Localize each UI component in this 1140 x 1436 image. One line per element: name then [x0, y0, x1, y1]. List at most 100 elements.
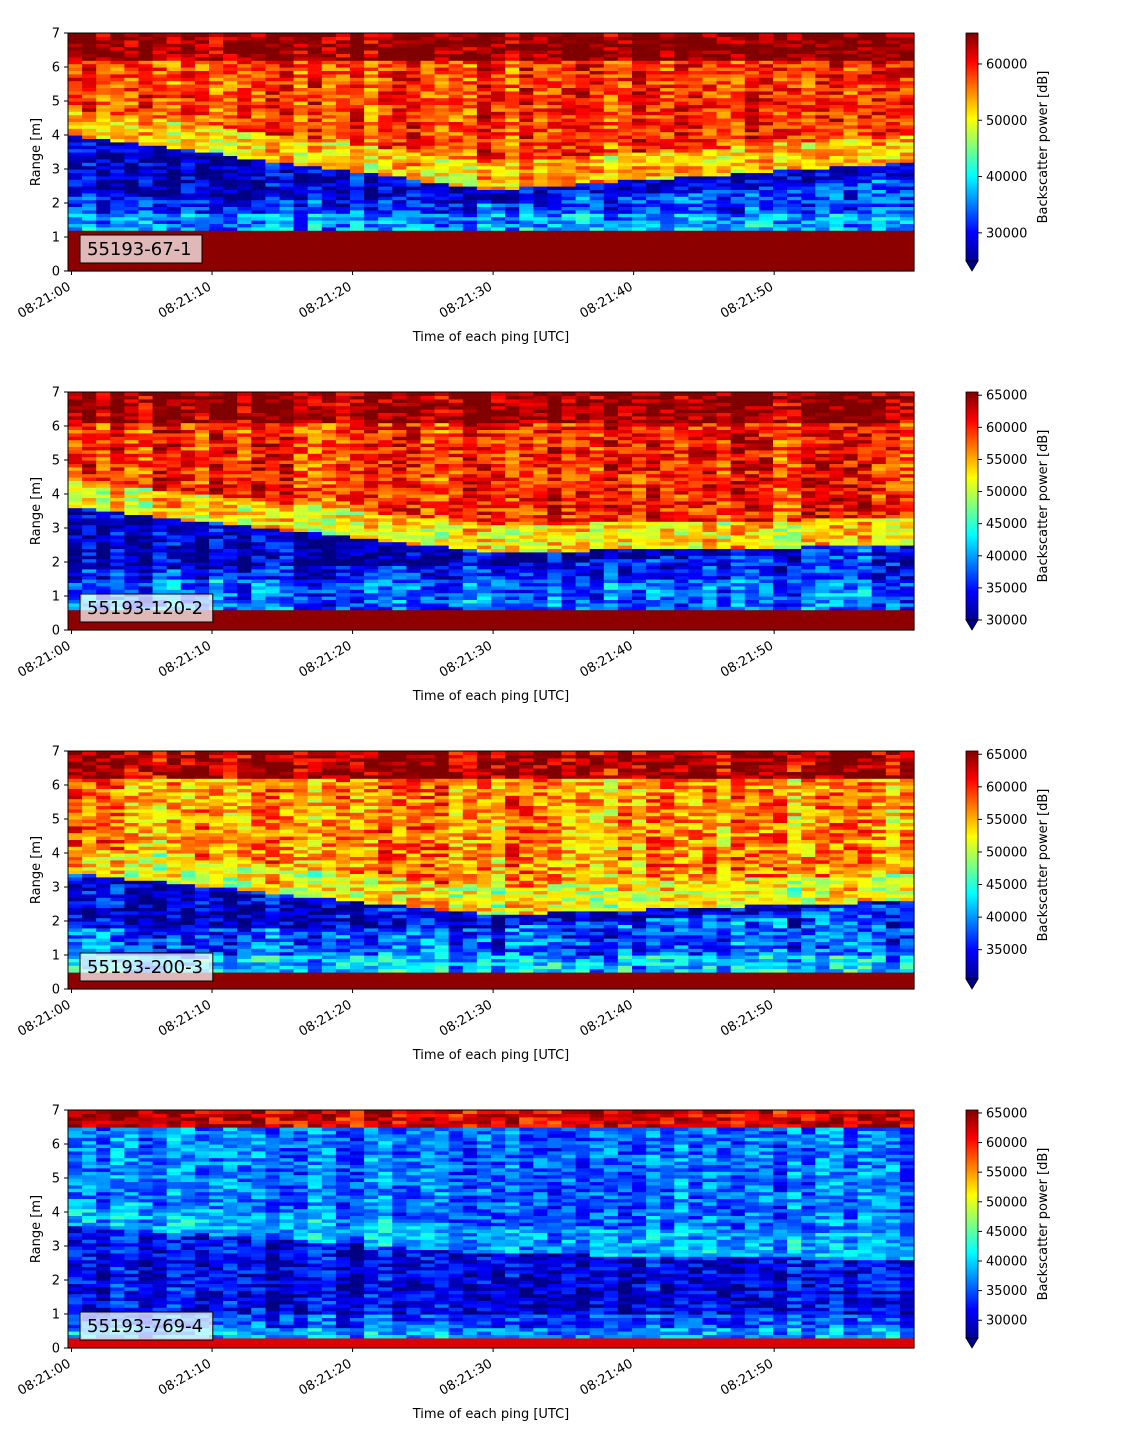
heatmap-cell	[124, 453, 140, 458]
heatmap-cell	[378, 240, 393, 245]
heatmap-cell	[702, 138, 718, 143]
heatmap-cell	[152, 70, 168, 75]
heatmap-cell	[166, 155, 182, 160]
heatmap-cell	[96, 172, 111, 177]
heatmap-cell	[857, 148, 873, 153]
heatmap-cell	[392, 196, 407, 201]
heatmap-cell	[716, 128, 732, 133]
heatmap-cell	[603, 43, 619, 48]
heatmap-cell	[899, 63, 915, 68]
heatmap-cell	[491, 186, 506, 190]
heatmap-cell	[744, 247, 760, 252]
heatmap-cell	[152, 148, 168, 153]
heatmap-cell	[660, 199, 675, 204]
heatmap-cell	[82, 162, 97, 167]
heatmap-cell	[68, 203, 83, 207]
heatmap-cell	[787, 53, 802, 58]
heatmap-cell	[575, 169, 591, 173]
heatmap-cell	[744, 264, 760, 269]
heatmap-cell	[885, 87, 901, 92]
heatmap-cell	[646, 158, 661, 163]
heatmap-cell	[166, 182, 182, 187]
heatmap-cell	[688, 203, 704, 207]
heatmap-cell	[124, 477, 140, 481]
heatmap-cell	[871, 84, 887, 88]
heatmap-cell	[152, 412, 168, 417]
heatmap-cell	[237, 203, 252, 207]
heatmap-cell	[124, 87, 140, 92]
heatmap-cell	[829, 94, 845, 99]
heatmap-cell	[617, 192, 633, 197]
heatmap-cell	[378, 148, 393, 153]
heatmap-cell	[68, 196, 83, 201]
heatmap-cell	[491, 87, 506, 92]
heatmap-cell	[462, 50, 478, 54]
heatmap-cell	[688, 135, 704, 139]
heatmap-cell	[589, 267, 605, 272]
heatmap-cell	[632, 104, 647, 109]
heatmap-cell	[899, 84, 915, 88]
heatmap-cell	[180, 226, 196, 231]
heatmap-cell	[194, 148, 210, 153]
heatmap-cell	[293, 97, 309, 102]
heatmap-cell	[829, 135, 845, 139]
y-tick-label: 5	[52, 95, 60, 110]
heatmap-cell	[885, 155, 901, 160]
heatmap-cell	[209, 507, 224, 512]
heatmap-cell	[448, 36, 464, 41]
heatmap-cell	[688, 101, 704, 105]
heatmap-cell	[68, 480, 83, 485]
heatmap-cell	[138, 97, 154, 102]
heatmap-cell	[744, 70, 760, 75]
heatmap-cell	[716, 84, 732, 88]
heatmap-cell	[180, 398, 196, 403]
heatmap-cell	[96, 405, 111, 410]
heatmap-cell	[547, 101, 563, 105]
heatmap-cell	[660, 73, 675, 78]
heatmap-cell	[209, 118, 224, 122]
heatmap-cell	[237, 186, 252, 190]
heatmap-cell	[335, 172, 351, 177]
heatmap-cell	[420, 216, 436, 221]
heatmap-cell	[265, 216, 281, 221]
heatmap-cell	[124, 402, 140, 407]
heatmap-cell	[730, 107, 746, 112]
heatmap-cell	[561, 230, 577, 235]
heatmap-cell	[843, 33, 859, 37]
heatmap-cell	[575, 87, 591, 92]
heatmap-cell	[350, 233, 365, 238]
heatmap-cell	[575, 243, 591, 248]
heatmap-cell	[124, 104, 140, 109]
heatmap-cell	[223, 182, 238, 187]
heatmap-cell	[138, 392, 154, 396]
heatmap-cell	[787, 206, 802, 211]
heatmap-cell	[632, 186, 647, 190]
heatmap-cell	[744, 169, 760, 173]
heatmap-cell	[843, 220, 859, 224]
heatmap-cell	[251, 80, 266, 85]
heatmap-cell	[223, 158, 238, 163]
heatmap-cell	[632, 254, 647, 258]
heatmap-cell	[180, 264, 196, 269]
heatmap-cell	[152, 216, 168, 221]
heatmap-cell	[491, 97, 506, 102]
heatmap-cell	[885, 101, 901, 105]
heatmap-cell	[829, 203, 845, 207]
heatmap-cell	[885, 128, 901, 133]
heatmap-cell	[646, 131, 661, 136]
heatmap-cell	[744, 216, 760, 221]
heatmap-cell	[68, 477, 83, 481]
heatmap-cell	[462, 94, 478, 99]
heatmap-cell	[561, 46, 577, 51]
heatmap-cell	[773, 233, 788, 238]
heatmap-cell	[448, 223, 464, 228]
heatmap-cell	[843, 267, 859, 272]
heatmap-cell	[575, 206, 591, 211]
heatmap-cell	[307, 230, 323, 235]
heatmap-cell	[688, 158, 704, 163]
heatmap-cell	[829, 172, 845, 177]
heatmap-cell	[293, 87, 309, 92]
heatmap-cell	[265, 104, 281, 109]
heatmap-cell	[702, 87, 718, 92]
heatmap-cell	[335, 247, 351, 252]
